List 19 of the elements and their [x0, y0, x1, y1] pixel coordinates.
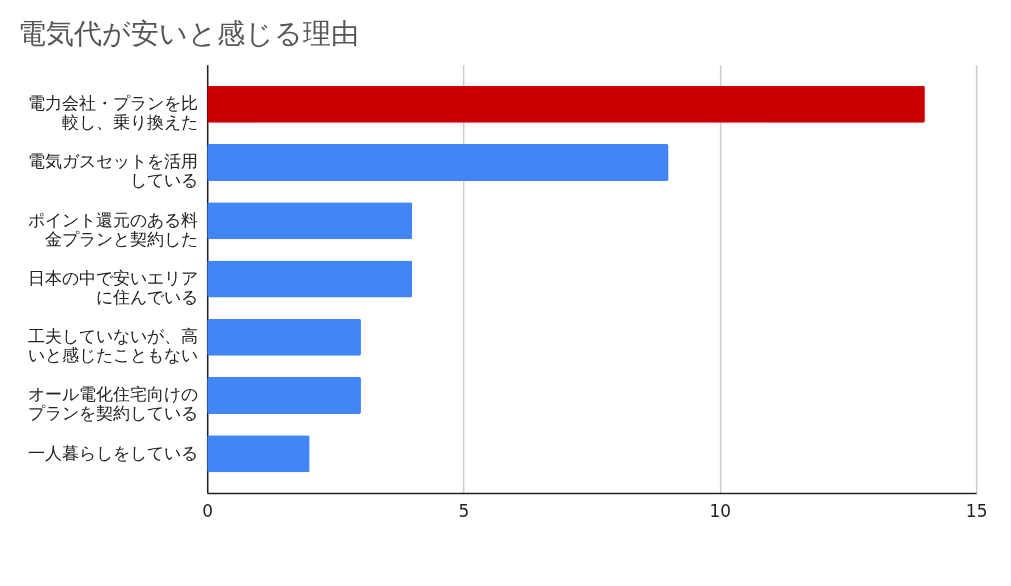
bar	[207, 377, 361, 414]
y-tick-label: 日本の中で安いエリアに住んでいる	[27, 267, 198, 307]
x-tick-label: 0	[202, 500, 214, 521]
y-tick-label: 一人暮らしをしている	[27, 442, 198, 463]
x-tick-label: 15	[965, 500, 988, 521]
y-tick-label: 電力会社・プランを比較し、乗り換えた	[27, 93, 198, 133]
x-tick-label: 10	[709, 500, 732, 521]
y-tick-label: ポイント還元のある料金プランと契約した	[27, 209, 198, 249]
bar	[207, 260, 413, 298]
y-tick-label: 工夫していないが、高いと感じたこともない	[27, 326, 198, 366]
bar	[207, 202, 413, 240]
x-tick-label: 5	[458, 500, 470, 521]
y-tick-label: オール電化住宅向けのプランを契約している	[27, 384, 198, 424]
chart-title: 電気代が安いと感じる理由	[17, 16, 359, 50]
bar	[207, 318, 361, 356]
bar	[207, 435, 310, 473]
y-tick-label: 電気ガスセットを活用している	[27, 151, 198, 191]
bar	[207, 144, 669, 181]
bar	[207, 85, 925, 123]
